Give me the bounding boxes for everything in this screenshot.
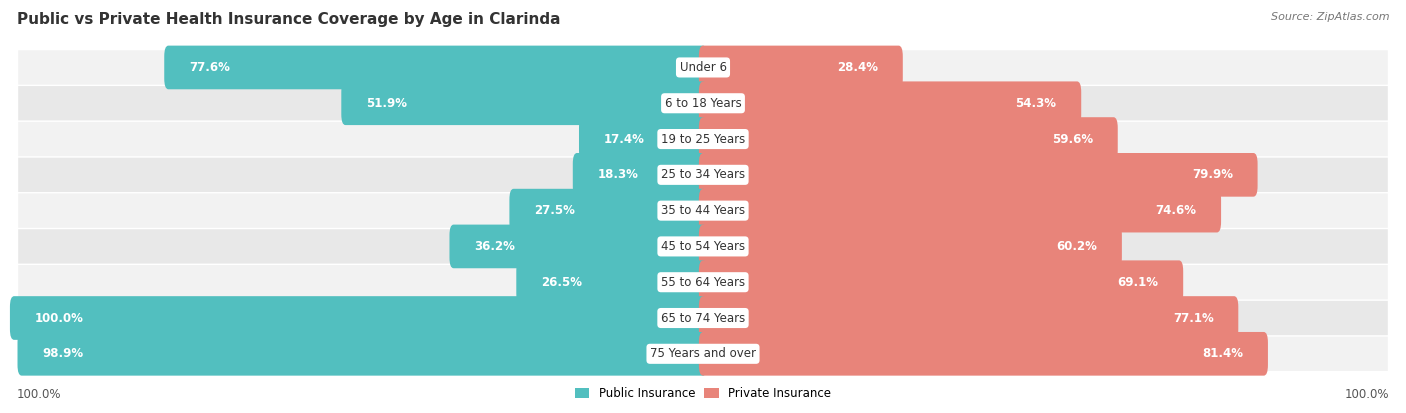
Text: Under 6: Under 6: [679, 61, 727, 74]
Text: 79.9%: 79.9%: [1192, 169, 1233, 181]
FancyBboxPatch shape: [18, 337, 1388, 371]
FancyBboxPatch shape: [579, 117, 707, 161]
FancyBboxPatch shape: [699, 189, 1220, 233]
Text: 100.0%: 100.0%: [1344, 388, 1389, 401]
FancyBboxPatch shape: [10, 296, 707, 340]
FancyBboxPatch shape: [699, 296, 1239, 340]
Text: Source: ZipAtlas.com: Source: ZipAtlas.com: [1271, 12, 1389, 22]
Text: 54.3%: 54.3%: [1015, 97, 1056, 110]
Text: 69.1%: 69.1%: [1118, 276, 1159, 289]
Text: 51.9%: 51.9%: [366, 97, 408, 110]
Text: 18.3%: 18.3%: [598, 169, 638, 181]
FancyBboxPatch shape: [18, 50, 1388, 85]
FancyBboxPatch shape: [516, 260, 707, 304]
Text: 60.2%: 60.2%: [1056, 240, 1097, 253]
Text: 36.2%: 36.2%: [474, 240, 515, 253]
FancyBboxPatch shape: [165, 45, 707, 89]
FancyBboxPatch shape: [699, 225, 1122, 268]
FancyBboxPatch shape: [18, 301, 1388, 335]
Text: 28.4%: 28.4%: [837, 61, 877, 74]
FancyBboxPatch shape: [699, 332, 1268, 376]
FancyBboxPatch shape: [18, 86, 1388, 121]
FancyBboxPatch shape: [342, 81, 707, 125]
FancyBboxPatch shape: [699, 153, 1257, 197]
Text: 17.4%: 17.4%: [603, 133, 645, 145]
FancyBboxPatch shape: [18, 229, 1388, 263]
Text: 77.6%: 77.6%: [188, 61, 231, 74]
FancyBboxPatch shape: [18, 193, 1388, 228]
Text: 75 Years and over: 75 Years and over: [650, 347, 756, 360]
FancyBboxPatch shape: [18, 122, 1388, 156]
Text: 81.4%: 81.4%: [1202, 347, 1243, 360]
Text: 77.1%: 77.1%: [1173, 311, 1213, 325]
FancyBboxPatch shape: [699, 81, 1081, 125]
FancyBboxPatch shape: [18, 158, 1388, 192]
Text: 55 to 64 Years: 55 to 64 Years: [661, 276, 745, 289]
Text: 98.9%: 98.9%: [42, 347, 83, 360]
Text: 19 to 25 Years: 19 to 25 Years: [661, 133, 745, 145]
Text: Public vs Private Health Insurance Coverage by Age in Clarinda: Public vs Private Health Insurance Cover…: [17, 12, 561, 27]
Text: 27.5%: 27.5%: [534, 204, 575, 217]
Legend: Public Insurance, Private Insurance: Public Insurance, Private Insurance: [571, 382, 835, 404]
Text: 74.6%: 74.6%: [1156, 204, 1197, 217]
FancyBboxPatch shape: [509, 189, 707, 233]
FancyBboxPatch shape: [699, 45, 903, 89]
Text: 26.5%: 26.5%: [541, 276, 582, 289]
Text: 35 to 44 Years: 35 to 44 Years: [661, 204, 745, 217]
FancyBboxPatch shape: [699, 117, 1118, 161]
Text: 25 to 34 Years: 25 to 34 Years: [661, 169, 745, 181]
Text: 100.0%: 100.0%: [35, 311, 83, 325]
Text: 65 to 74 Years: 65 to 74 Years: [661, 311, 745, 325]
FancyBboxPatch shape: [699, 260, 1184, 304]
Text: 59.6%: 59.6%: [1052, 133, 1092, 145]
FancyBboxPatch shape: [17, 332, 707, 376]
Text: 6 to 18 Years: 6 to 18 Years: [665, 97, 741, 110]
Text: 100.0%: 100.0%: [17, 388, 62, 401]
Text: 45 to 54 Years: 45 to 54 Years: [661, 240, 745, 253]
FancyBboxPatch shape: [450, 225, 707, 268]
FancyBboxPatch shape: [572, 153, 707, 197]
FancyBboxPatch shape: [18, 265, 1388, 299]
